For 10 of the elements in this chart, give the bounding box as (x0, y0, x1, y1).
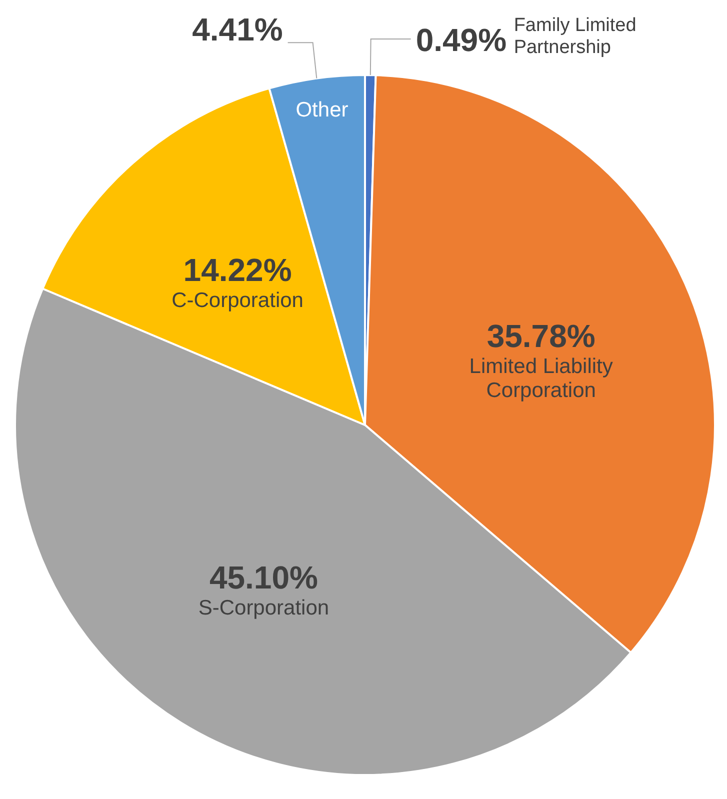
data-label: 4.41% (192, 12, 283, 48)
data-label: 35.78% (486, 318, 596, 354)
data-label: 14.22% (183, 252, 292, 288)
slice-label: Family Limited Partnership (514, 15, 636, 58)
slice-label: Other (296, 98, 348, 122)
data-label: 0.49% (416, 22, 507, 58)
slice-label: Limited Liability Corporation (469, 355, 614, 402)
slice-label: C-Corporation (172, 288, 304, 312)
slice-label: S-Corporation (198, 596, 330, 620)
data-label: 45.10% (209, 560, 318, 596)
